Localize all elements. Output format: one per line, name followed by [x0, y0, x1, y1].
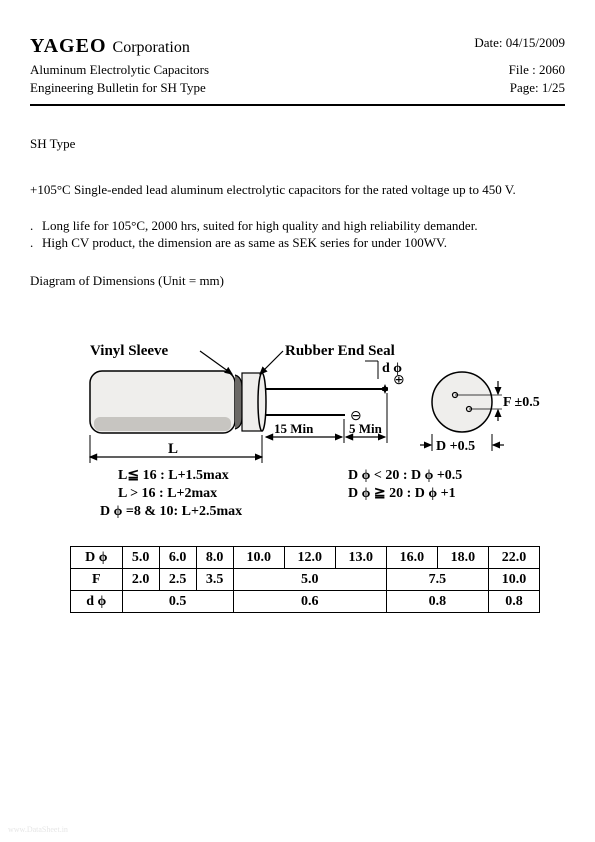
company-suffix: Corporation: [113, 39, 190, 57]
dimension-table: D ϕ 5.0 6.0 8.0 10.0 12.0 13.0 16.0 18.0…: [70, 546, 540, 613]
header-divider: [30, 104, 565, 106]
header-row: YAGEO Corporation Date: 04/15/2009: [30, 35, 565, 58]
bullet-row: . High CV product, the dimension are as …: [30, 235, 565, 251]
table-cell: 0.6: [233, 591, 386, 613]
len5-label: 5 Min: [349, 421, 383, 436]
d-label: D +0.5: [436, 439, 475, 454]
table-cell: 5.0: [233, 569, 386, 591]
table-cell: 2.0: [122, 569, 159, 591]
f-label: F ±0.5: [503, 395, 540, 410]
note-left-1: L > 16 : L+2max: [118, 486, 217, 501]
table-row: D ϕ 5.0 6.0 8.0 10.0 12.0 13.0 16.0 18.0…: [71, 547, 540, 569]
len15-label: 15 Min: [274, 421, 314, 436]
table-cell: 0.8: [386, 591, 488, 613]
row-label: D ϕ: [71, 547, 123, 569]
bullet-row: . Long life for 105°C, 2000 hrs, suited …: [30, 218, 565, 234]
diagram-wrap: ⊕ ⊖ Vinyl Sleeve Rubber End Seal d ϕ L 1…: [70, 339, 540, 613]
table-cell: 22.0: [488, 547, 539, 569]
end-view-circle: [432, 372, 492, 432]
company-block: YAGEO Corporation: [30, 35, 190, 58]
note-left-2: D ϕ =8 & 10: L+2.5max: [100, 504, 242, 519]
table-cell: 3.5: [196, 569, 233, 591]
table-cell: 6.0: [159, 547, 196, 569]
date-label: Date: 04/15/2009: [474, 35, 565, 58]
rubber-label: Rubber End Seal: [285, 343, 395, 359]
table-cell: 16.0: [386, 547, 437, 569]
table-cell: 2.5: [159, 569, 196, 591]
table-cell: 0.8: [488, 591, 539, 613]
table-cell: 13.0: [335, 547, 386, 569]
l-label: L: [168, 441, 178, 457]
bullet-marker: .: [30, 218, 42, 234]
note-left-0: L≦ 16 : L+1.5max: [118, 468, 229, 483]
table-cell: 10.0: [233, 547, 284, 569]
bullet-text: Long life for 105°C, 2000 hrs, suited fo…: [42, 218, 478, 234]
row-label: F: [71, 569, 123, 591]
diagram-caption: Diagram of Dimensions (Unit = mm): [30, 273, 565, 289]
bullet-list: . Long life for 105°C, 2000 hrs, suited …: [30, 218, 565, 251]
table-cell: 5.0: [122, 547, 159, 569]
note-right-1: D ϕ ≧ 20 : D ϕ +1: [348, 486, 456, 501]
footer-watermark: www.DataSheet.in: [8, 825, 68, 834]
table-cell: 18.0: [437, 547, 488, 569]
subhead-right-1: File : 2060: [509, 62, 565, 78]
subhead-row-2: Engineering Bulletin for SH Type Page: 1…: [30, 80, 565, 96]
sh-type-heading: SH Type: [30, 136, 565, 152]
table-cell: 8.0: [196, 547, 233, 569]
subhead-row-1: Aluminum Electrolytic Capacitors File : …: [30, 62, 565, 78]
bullet-marker: .: [30, 235, 42, 251]
subhead-right-2: Page: 1/25: [510, 80, 565, 96]
note-right-0: D ϕ < 20 : D ϕ +0.5: [348, 468, 462, 483]
vinyl-label: Vinyl Sleeve: [90, 343, 169, 359]
subhead-left-1: Aluminum Electrolytic Capacitors: [30, 62, 209, 78]
table-row: F 2.0 2.5 3.5 5.0 7.5 10.0: [71, 569, 540, 591]
dimension-diagram: ⊕ ⊖ Vinyl Sleeve Rubber End Seal d ϕ L 1…: [70, 339, 540, 544]
table-row: d ϕ 0.5 0.6 0.8 0.8: [71, 591, 540, 613]
table-cell: 12.0: [284, 547, 335, 569]
subhead-left-2: Engineering Bulletin for SH Type: [30, 80, 206, 96]
table-cell: 7.5: [386, 569, 488, 591]
d-phi-label: d ϕ: [382, 361, 402, 376]
intro-text: +105°C Single-ended lead aluminum electr…: [30, 182, 565, 198]
row-label: d ϕ: [71, 591, 123, 613]
company-name: YAGEO: [30, 35, 107, 58]
table-cell: 10.0: [488, 569, 539, 591]
bullet-text: High CV product, the dimension are as sa…: [42, 235, 447, 251]
table-cell: 0.5: [122, 591, 233, 613]
capacitor-body: [90, 371, 266, 433]
